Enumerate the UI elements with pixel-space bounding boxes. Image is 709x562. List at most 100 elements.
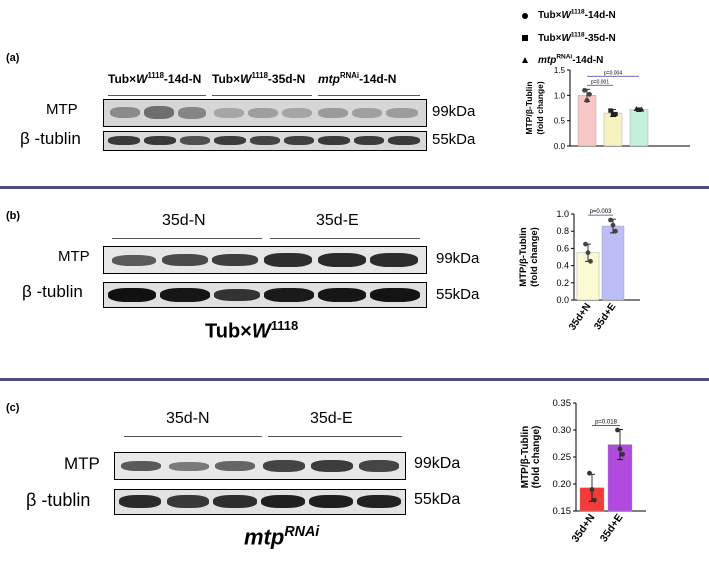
legend-text-sup: RNAi [556, 53, 573, 61]
x-tick-label: 35d+N [569, 512, 597, 545]
legend-text-prefix: Tub× [538, 10, 562, 22]
bar [603, 112, 623, 147]
group-underline [268, 436, 402, 437]
kda-label-99: 99kDa [436, 250, 480, 267]
row-label-tubulin: β -tublin [26, 490, 91, 510]
legend-text-suffix: -35d-N [584, 32, 616, 44]
x-tick-label: 35d+E [598, 512, 626, 544]
western-blot-tubulin-a [103, 131, 427, 151]
data-point [587, 470, 592, 476]
bar-chart-a: 0.0 0.5 1.0 1.5 MTP/β-Tublin (fold change) p=0… [524, 66, 690, 151]
panel-separator [0, 378, 709, 381]
panel-c-group-label: 35d-N [166, 410, 210, 427]
group-sup: RNAi [340, 71, 360, 80]
p-value-label: p=0.004 [604, 70, 622, 76]
group-suffix: -14d-N [359, 72, 397, 86]
y-tick-label: 0.2 [556, 278, 569, 288]
data-point [589, 487, 595, 492]
y-axis-label: MTP/β-Tublin [524, 81, 534, 134]
data-point [588, 258, 593, 264]
y-axis-label-unit: (fold change) [535, 81, 545, 135]
data-point [610, 222, 616, 228]
western-blot-tubulin-b [103, 282, 427, 308]
y-tick-label: 0.4 [556, 261, 569, 271]
data-point [585, 250, 591, 256]
caption-sup: 1118 [270, 318, 299, 333]
legend-item: Tub×W1118-14d-N [522, 3, 616, 25]
legend-text-suffix: -14d-N [572, 54, 604, 66]
group-suffix: -14d-N [163, 72, 202, 86]
y-tick-label: 0.8 [556, 226, 569, 236]
group-underline [270, 238, 420, 239]
figure-legend: Tub×W1118-14d-N Tub×W1118-35d-N mtpRNAi-… [522, 3, 616, 70]
data-point [583, 241, 588, 247]
western-blot-tubulin-c [114, 489, 406, 515]
legend-item: mtpRNAi-14d-N [522, 48, 616, 70]
panel-a-group-label: Tub×W1118-35d-N [212, 71, 305, 86]
caption-prefix: Tub× [205, 320, 252, 343]
p-value-label: p=0.018 [595, 419, 618, 425]
legend-text-prefix: Tub× [538, 32, 562, 44]
y-axis-label-unit: (fold change) [531, 426, 542, 489]
kda-label-99: 99kDa [414, 455, 461, 472]
data-point [620, 451, 625, 457]
bar-chart-c: 0.15 0.20 0.25 0.30 0.35 MTP/β-Tublin (fold ch… [520, 398, 646, 545]
kda-label-55: 55kDa [436, 286, 480, 303]
y-axis-label-unit: (fold change) [529, 227, 540, 287]
panel-a-group-label: Tub×W1118-14d-N [108, 71, 201, 86]
data-point [617, 446, 623, 452]
p-value-label: p=0.001 [591, 79, 609, 85]
y-tick-label: 0.35 [553, 398, 572, 409]
row-label-tubulin: β -tublin [22, 282, 83, 301]
y-tick-label: 1.5 [554, 66, 566, 75]
panel-c-group-label: 35d-E [310, 410, 353, 427]
y-tick-label: 0.5 [554, 117, 566, 126]
panel-a-label: (a) [6, 52, 20, 64]
p-value-label: p=0.003 [590, 209, 613, 215]
row-label-mtp: MTP [58, 248, 90, 265]
group-underline [124, 436, 262, 437]
panel-a-group-label: mtpRNAi-14d-N [318, 71, 396, 86]
data-point [613, 111, 618, 117]
legend-text-geno: W [561, 32, 571, 44]
group-geno: mtp [318, 72, 340, 86]
group-underline [318, 95, 420, 96]
y-tick-label: 0.6 [556, 243, 569, 253]
panel-c-caption: mtpRNAi [244, 524, 319, 550]
data-point [608, 108, 613, 113]
bar-chart-b: 0.0 0.2 0.4 0.6 0.8 1.0 MTP/β-Tublin (fold chan… [518, 209, 640, 333]
legend-item: Tub×W1118-35d-N [522, 25, 616, 47]
panel-separator [0, 186, 709, 189]
data-point [610, 112, 616, 117]
bar [629, 109, 649, 147]
y-tick-label: 0.0 [554, 142, 566, 151]
y-tick-label: 1.0 [554, 91, 566, 100]
legend-text-geno: mtp [538, 54, 557, 66]
caption-geno: W [251, 320, 271, 343]
panel-b-group-label: 35d-E [316, 212, 359, 229]
y-tick-label: 0.20 [553, 479, 572, 490]
y-tick-label: 0.25 [553, 452, 572, 463]
panel-c-label: (c) [6, 402, 20, 414]
circle-marker-icon [522, 12, 528, 19]
group-prefix: Tub× [212, 72, 241, 86]
data-point [582, 87, 587, 93]
x-tick-label: 35d+E [592, 301, 618, 332]
x-tick-label: 35d+N [567, 301, 593, 332]
y-axis-label: MTP/β-Tublin [520, 426, 531, 489]
group-prefix: Tub× [108, 72, 137, 86]
kda-label-55: 55kDa [432, 131, 476, 148]
legend-text-sup: 1118 [570, 31, 585, 39]
y-tick-label: 0.30 [553, 425, 572, 436]
caption-geno: mtp [244, 524, 285, 550]
bar [577, 95, 597, 147]
triangle-marker-icon [522, 57, 528, 64]
row-label-tubulin: β -tublin [20, 129, 81, 148]
panel-b-caption: Tub×W1118 [205, 318, 298, 344]
data-point [613, 228, 618, 234]
data-point [587, 91, 592, 97]
data-point [584, 98, 590, 103]
group-geno: W [240, 72, 252, 86]
group-sup: 1118 [147, 71, 164, 80]
caption-sup: RNAi [284, 524, 320, 540]
